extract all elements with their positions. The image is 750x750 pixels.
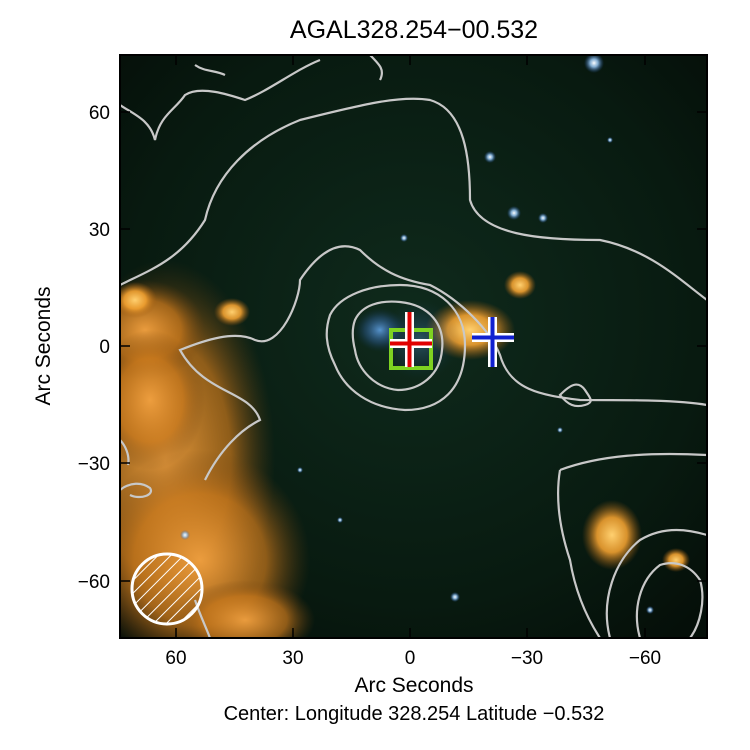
sky-image: [120, 55, 707, 638]
contour-lines: [120, 55, 707, 638]
x-tick-label: 0: [405, 648, 416, 669]
y-tick-label: 30: [89, 220, 110, 241]
x-tick-label: 30: [282, 648, 303, 669]
x-axis-label: Arc Seconds: [354, 674, 473, 697]
y-axis-label: Arc Seconds: [32, 286, 55, 405]
y-tick-label: −60: [78, 572, 110, 593]
blue-cross-marker: [472, 317, 514, 367]
tick-marks: [120, 55, 707, 638]
figure-title: AGAL328.254−00.532: [290, 16, 538, 44]
x-tick-label: −30: [511, 648, 543, 669]
red-cross-marker: [390, 312, 432, 367]
x-tick-label: 60: [165, 648, 186, 669]
y-tick-label: 0: [99, 337, 110, 358]
center-caption: Center: Longitude 328.254 Latitude −0.53…: [224, 703, 605, 725]
beam-ellipse: [130, 552, 204, 626]
y-tick-label: 60: [89, 103, 110, 124]
y-tick-label: −30: [78, 454, 110, 475]
x-tick-label: −60: [629, 648, 661, 669]
